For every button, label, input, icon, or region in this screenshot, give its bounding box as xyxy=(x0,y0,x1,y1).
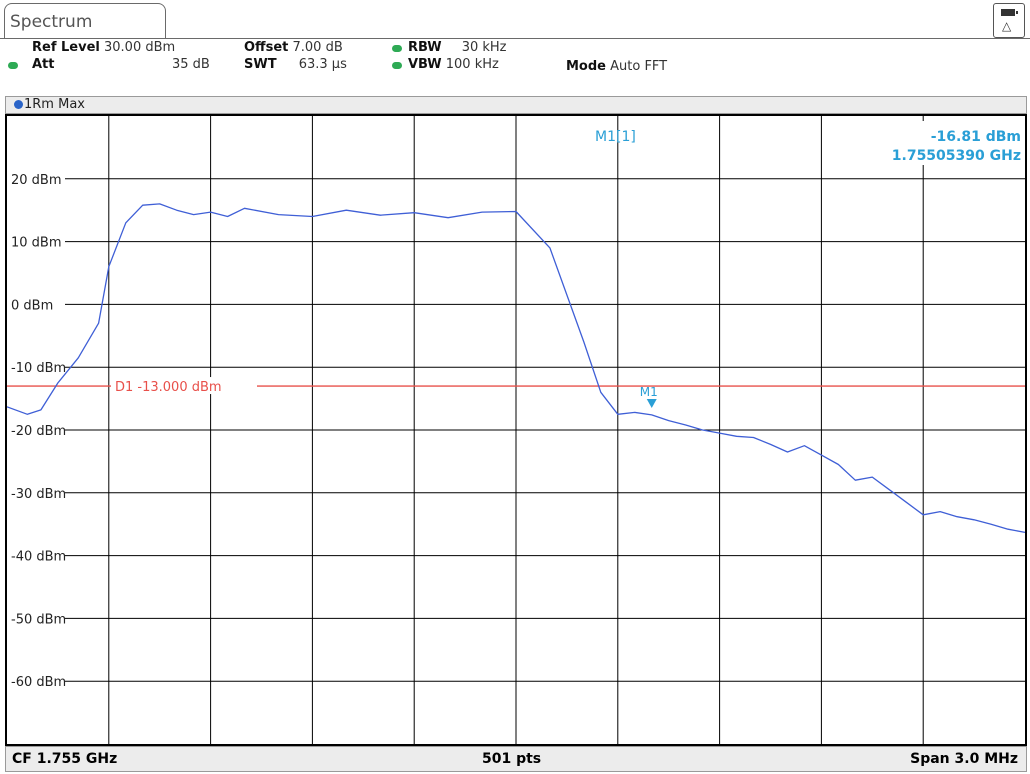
swt-value: 63.3 µs xyxy=(298,57,347,72)
spectrum-plot: 20 dBm 10 dBm 0 dBm -10 dBm -20 dBm -30 dBm -4… xyxy=(7,116,1025,744)
rbw-status-dot xyxy=(392,45,402,52)
y-tick-label: -60 dBm xyxy=(11,675,66,690)
vbw-status-dot xyxy=(392,62,402,69)
ref-level-label: Ref Level xyxy=(32,40,100,55)
tab-spectrum[interactable]: Spectrum xyxy=(4,3,166,40)
y-tick-label-bg xyxy=(7,169,65,187)
marker-m1[interactable]: M1 xyxy=(640,385,658,408)
mode-label: Mode xyxy=(566,59,606,74)
marker-frequency: 1.75505390 GHz xyxy=(892,148,1021,164)
marker-readout-bg xyxy=(869,121,1023,165)
rbw-param[interactable]: RBW 30 kHz xyxy=(408,40,507,56)
y-tick-label-bg xyxy=(7,421,65,438)
y-tick-label-bg xyxy=(7,609,65,627)
y-tick-label: 10 dBm xyxy=(11,236,62,251)
mode-param[interactable]: Mode Auto FFT xyxy=(566,59,667,75)
vbw-value: 100 kHz xyxy=(445,57,499,72)
ref-level-param[interactable]: Ref Level 30.00 dBm xyxy=(32,40,175,56)
marker-readout: M1[1] -16.81 dBm 1.75505390 GHz xyxy=(595,121,1023,165)
status-footer: CF 1.755 GHz 501 pts Span 3.0 MHz xyxy=(5,746,1027,772)
y-tick-label-bg xyxy=(7,483,65,501)
trace-label: 1Rm Max xyxy=(24,97,85,112)
y-tick-label-bg xyxy=(7,358,65,376)
tab-spectrum-label: Spectrum xyxy=(10,12,93,32)
marker-name: M1[1] xyxy=(595,129,636,145)
att-status-dot xyxy=(8,62,18,69)
att-value: 35 dB xyxy=(172,57,210,72)
hardware-status-button[interactable]: △ xyxy=(993,3,1025,38)
offset-param[interactable]: Offset 7.00 dB xyxy=(244,40,343,56)
mode-value: Auto FFT xyxy=(610,59,668,74)
y-tick-label: -30 dBm xyxy=(11,487,66,502)
y-tick-label-bg xyxy=(7,232,65,250)
vbw-param[interactable]: VBW 100 kHz xyxy=(408,57,499,73)
marker-triangle-icon xyxy=(646,398,657,408)
rbw-label: RBW xyxy=(408,40,442,55)
att-label: Att xyxy=(32,57,55,72)
spectrum-diagram[interactable]: 20 dBm 10 dBm 0 dBm -10 dBm -20 dBm -30 dBm -4… xyxy=(5,114,1027,746)
marker-tag: M1 xyxy=(640,385,658,399)
trace-line xyxy=(7,203,1025,534)
y-tick-label: 20 dBm xyxy=(11,173,62,188)
y-axis-labels: 20 dBm 10 dBm 0 dBm -10 dBm -20 dBm -30 dBm -4… xyxy=(7,169,66,690)
display-line: D1 -13.000 dBm xyxy=(7,377,1025,395)
display-line-label: D1 -13.000 dBm xyxy=(115,380,222,395)
trace-indicator-icon xyxy=(14,100,23,109)
sweep-points: 501 pts xyxy=(482,751,542,767)
swt-param[interactable]: SWT 63.3 µs xyxy=(244,57,347,73)
battery-icon xyxy=(1001,9,1018,16)
marker-level: -16.81 dBm xyxy=(931,129,1021,145)
y-tick-label: -40 dBm xyxy=(11,550,66,565)
title-strip xyxy=(0,0,1030,42)
rbw-value: 30 kHz xyxy=(461,40,507,55)
y-tick-label: -10 dBm xyxy=(11,361,66,376)
offset-value: 7.00 dB xyxy=(292,40,343,55)
frequency-span: Span 3.0 MHz xyxy=(910,751,1018,767)
y-tick-label: -20 dBm xyxy=(11,424,66,439)
display-line-label-bg xyxy=(111,377,257,395)
y-tick-label-bg xyxy=(7,295,65,313)
att-param[interactable]: Att 35 dB xyxy=(32,57,222,73)
y-tick-label: -50 dBm xyxy=(11,612,66,627)
grid xyxy=(7,116,1025,744)
triangle-icon: △ xyxy=(1002,19,1012,33)
y-tick-label-bg xyxy=(7,546,65,564)
trace xyxy=(7,203,1025,534)
center-frequency: CF 1.755 GHz xyxy=(12,751,118,767)
trace-info-bar: 1Rm Max xyxy=(5,96,1027,114)
offset-label: Offset xyxy=(244,40,289,55)
vbw-label: VBW xyxy=(408,57,442,72)
swt-label: SWT xyxy=(244,57,277,72)
y-tick-label: 0 dBm xyxy=(11,298,53,313)
y-tick-label-bg xyxy=(7,672,65,690)
settings-panel: Ref Level 30.00 dBm Offset 7.00 dB RBW 3… xyxy=(0,38,1030,96)
ref-level-value: 30.00 dBm xyxy=(104,40,176,55)
